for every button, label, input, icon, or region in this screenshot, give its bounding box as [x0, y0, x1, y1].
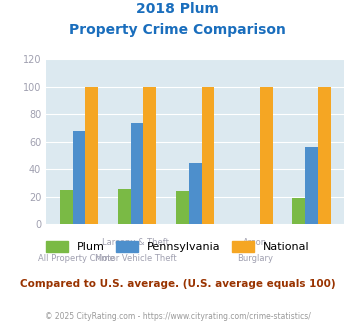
Text: © 2025 CityRating.com - https://www.cityrating.com/crime-statistics/: © 2025 CityRating.com - https://www.city…	[45, 312, 310, 321]
Text: Compared to U.S. average. (U.S. average equals 100): Compared to U.S. average. (U.S. average …	[20, 279, 335, 289]
Text: Motor Vehicle Theft: Motor Vehicle Theft	[95, 254, 176, 263]
Text: Burglary: Burglary	[237, 254, 273, 263]
Text: Property Crime Comparison: Property Crime Comparison	[69, 23, 286, 37]
Bar	[305, 148, 318, 224]
Text: 2018 Plum: 2018 Plum	[136, 2, 219, 16]
Bar	[85, 87, 98, 224]
Bar	[176, 191, 189, 224]
Bar	[143, 87, 156, 224]
Bar	[118, 189, 131, 224]
Text: Arson: Arson	[243, 238, 267, 247]
Bar	[202, 87, 214, 224]
Bar	[260, 87, 273, 224]
Bar	[189, 162, 202, 224]
Text: All Property Crime: All Property Crime	[38, 254, 114, 263]
Text: Larceny & Theft: Larceny & Theft	[102, 238, 169, 247]
Bar	[318, 87, 331, 224]
Bar	[293, 198, 305, 224]
Bar	[72, 131, 85, 224]
Bar	[60, 190, 72, 224]
Bar	[131, 123, 143, 224]
Legend: Plum, Pennsylvania, National: Plum, Pennsylvania, National	[41, 237, 314, 256]
